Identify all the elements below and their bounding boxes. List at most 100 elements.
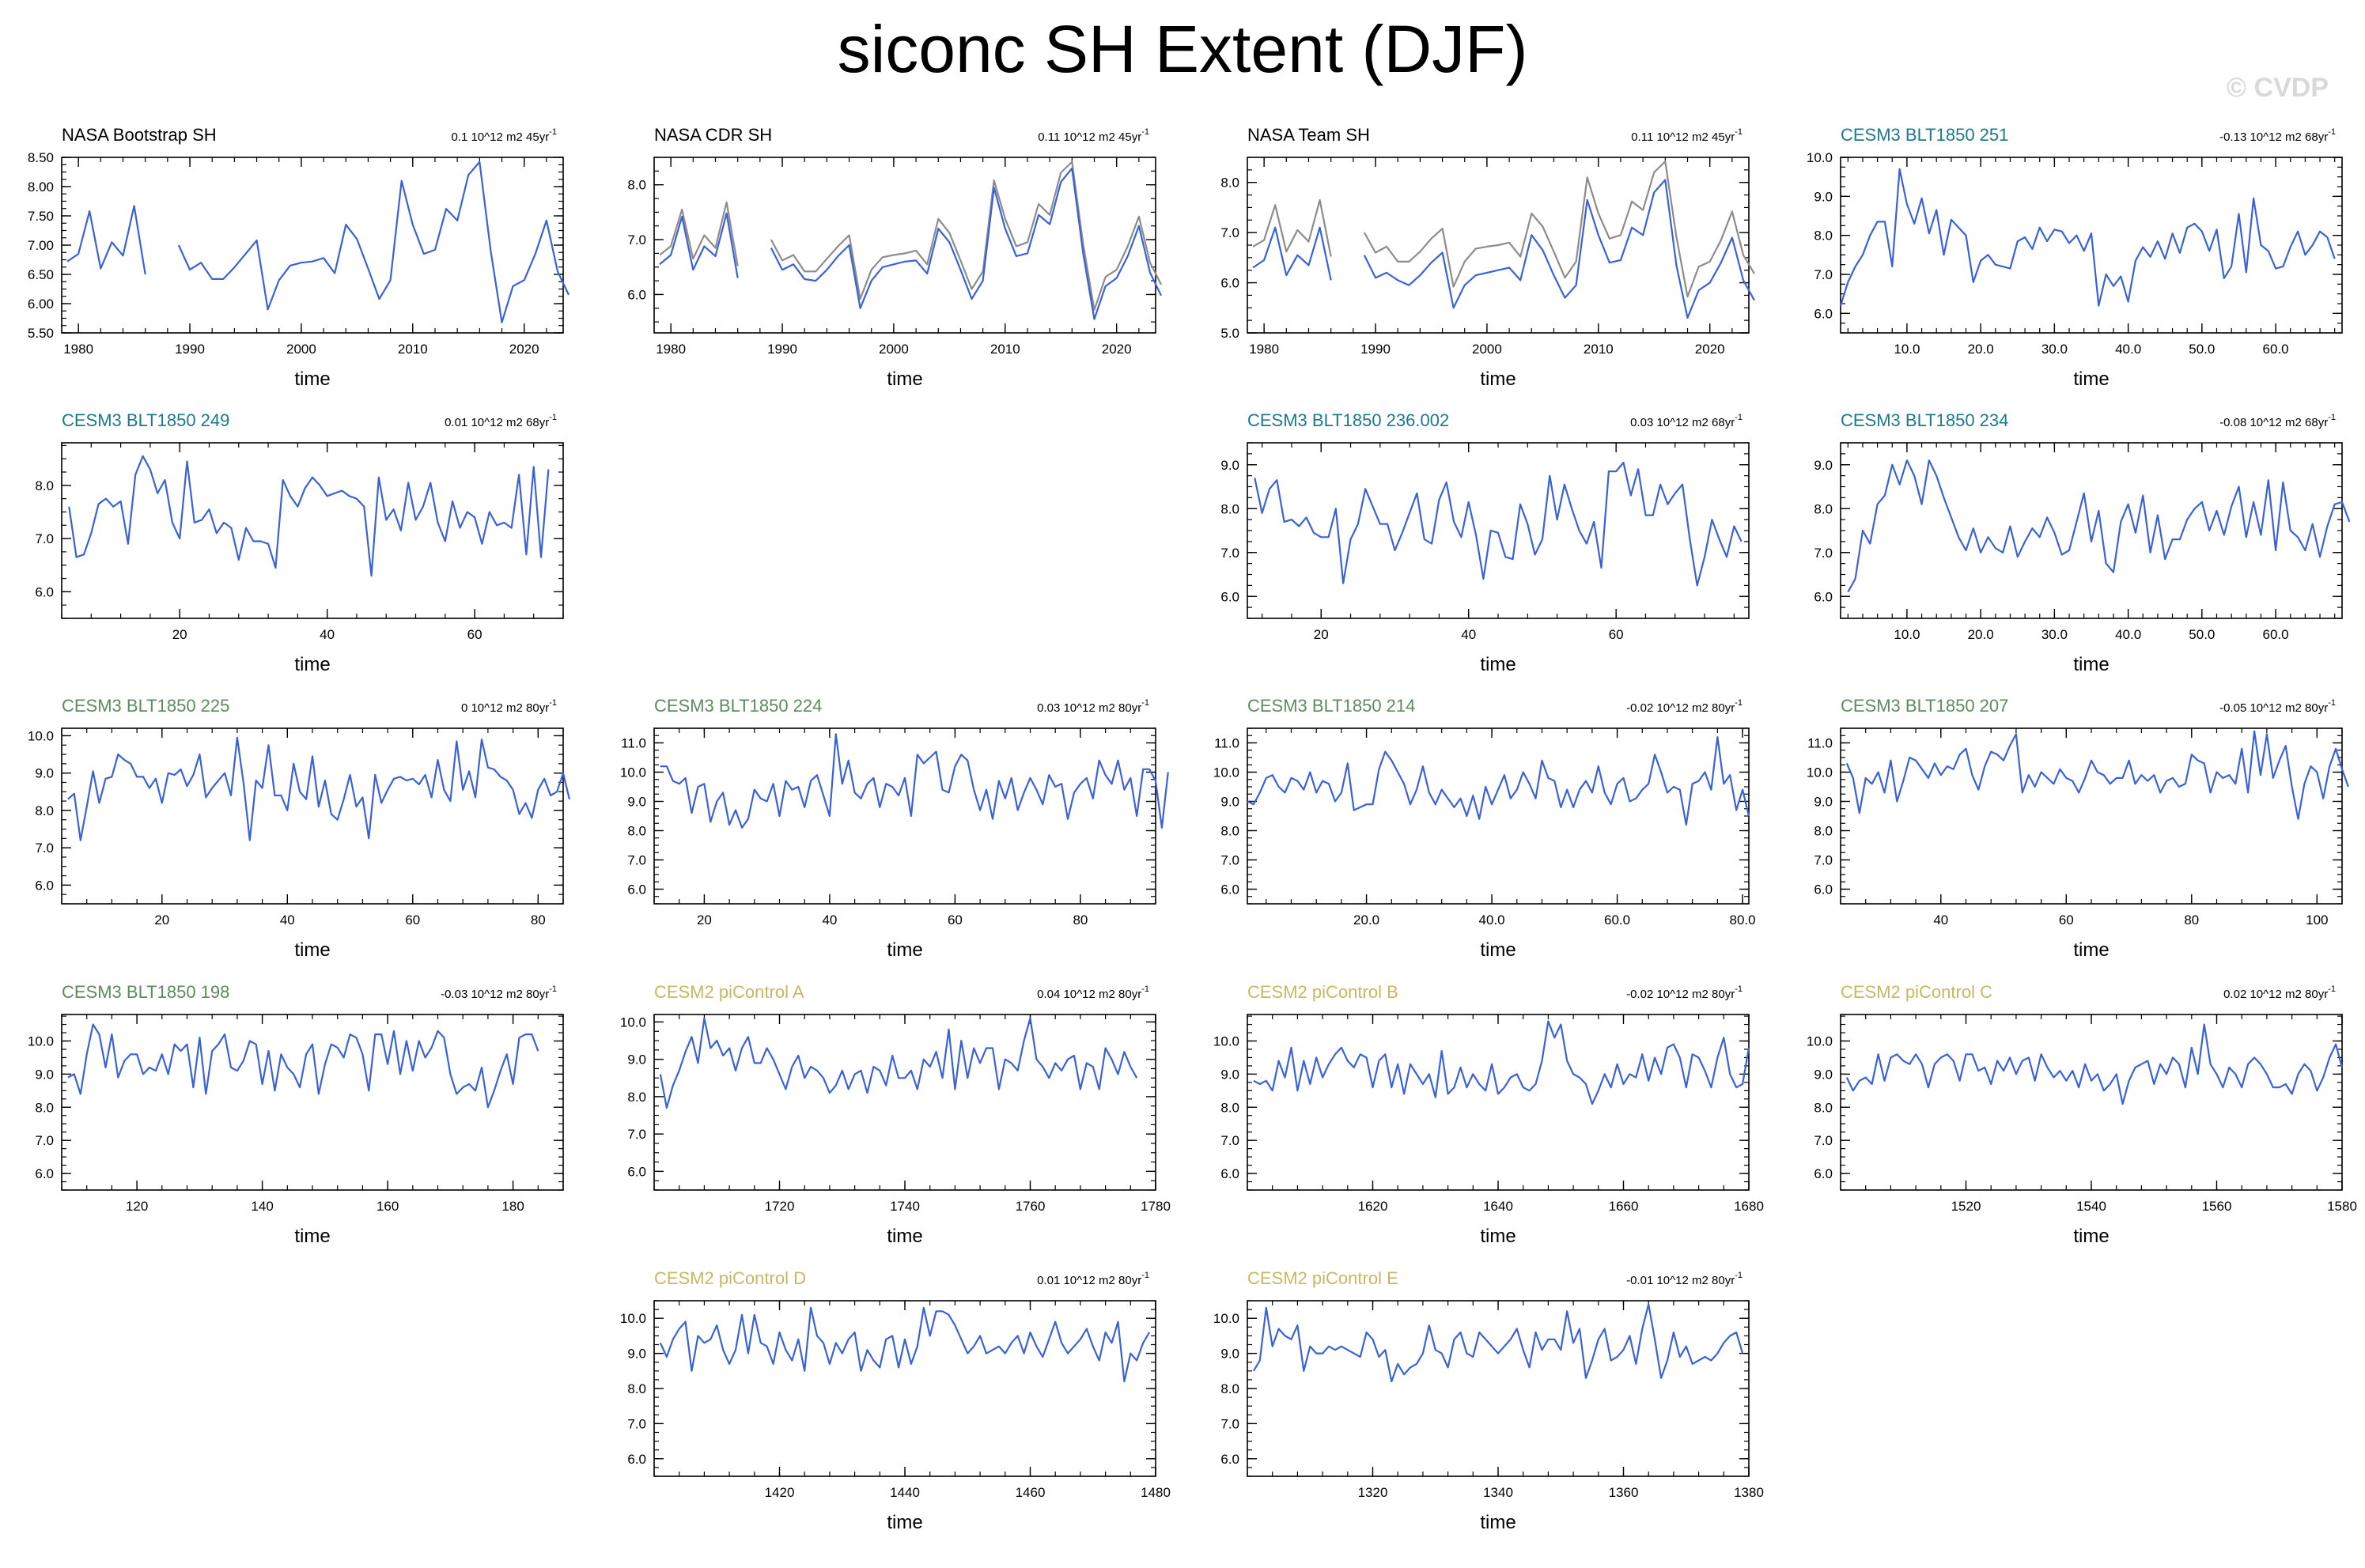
y-tick-label: 9.0 (1814, 1067, 1833, 1082)
panel-title: CESM2 piControl C (1841, 982, 1992, 1002)
plot-frame (1247, 727, 1750, 905)
x-axis-label: time (1480, 1226, 1515, 1247)
x-tick-label: 1560 (2202, 1199, 2232, 1214)
x-tick-label: 1720 (765, 1199, 795, 1214)
y-tick-label: 9.0 (1814, 458, 1833, 473)
x-axis-label: time (2073, 654, 2109, 675)
x-tick-label: 1760 (1016, 1199, 1046, 1214)
x-tick-label: 60 (467, 627, 482, 642)
y-tick-label: 11.0 (621, 736, 646, 751)
x-tick-label: 40.0 (2115, 342, 2141, 357)
trend-label: 0.01 10^12 m2 68yr-1 (445, 413, 557, 429)
x-tick-label: 1740 (890, 1199, 920, 1214)
y-tick-label: 8.0 (1814, 1100, 1833, 1115)
plot-frame (653, 157, 1156, 334)
x-tick-label: 30.0 (2041, 627, 2068, 642)
y-tick-label: 6.0 (1220, 1452, 1239, 1467)
trend-exponent: -1 (549, 127, 557, 137)
y-tick-label: 7.0 (1814, 1133, 1833, 1148)
x-tick-label: 20.0 (1353, 912, 1379, 928)
plot-frame (1247, 442, 1750, 619)
series-line (1252, 179, 1755, 319)
y-tick-label: 7.0 (35, 531, 54, 546)
series-line (659, 1306, 1151, 1383)
x-tick-label: 180 (501, 1199, 524, 1214)
trend-label: 0.1 10^12 m2 45yr-1 (451, 127, 557, 144)
y-tick-label: 8.0 (1220, 1381, 1239, 1396)
x-tick-label: 60 (2059, 912, 2074, 928)
y-tick-label: 7.0 (35, 1133, 54, 1148)
plot-frame (1840, 442, 2343, 619)
y-tick-label: 7.0 (1220, 225, 1239, 240)
y-tick-label: 10.0 (28, 1034, 54, 1049)
x-tick-label: 20 (172, 627, 187, 642)
series-line (68, 455, 550, 577)
y-tick-label: 8.0 (627, 1381, 646, 1396)
y-tick-label: 9.0 (35, 766, 54, 781)
series-line (1252, 1303, 1744, 1383)
y-tick-label: 8.0 (1220, 824, 1239, 839)
x-tick-label: 40 (280, 912, 295, 928)
trend-label: 0.03 10^12 m2 80yr-1 (1037, 698, 1149, 715)
y-tick-label: 11.0 (1214, 736, 1239, 751)
series-line (1845, 1023, 2344, 1105)
trend-exponent: -1 (549, 984, 557, 994)
trend-label: 0.04 10^12 m2 80yr-1 (1037, 984, 1149, 1001)
x-tick-label: 100 (2306, 912, 2328, 928)
figure-title: siconc SH Extent (DJF) (837, 12, 1528, 86)
y-tick-label: 10.0 (1213, 1311, 1239, 1326)
x-tick-label: 2020 (1102, 342, 1132, 357)
x-tick-label: 40 (822, 912, 837, 928)
x-tick-label: 20.0 (1968, 342, 1994, 357)
trend-exponent: -1 (1141, 984, 1149, 994)
x-tick-label: 1990 (175, 342, 205, 357)
y-tick-label: 7.00 (28, 238, 54, 253)
trend-exponent: -1 (1735, 413, 1743, 422)
y-tick-label: 6.0 (1220, 1166, 1239, 1181)
y-tick-label: 6.0 (627, 1164, 646, 1179)
trend-label: 0 10^12 m2 80yr-1 (461, 698, 557, 715)
panel-title: NASA CDR SH (654, 125, 772, 145)
trend-label: -0.03 10^12 m2 80yr-1 (441, 984, 557, 1001)
x-tick-label: 80 (2184, 912, 2199, 928)
y-tick-label: 7.0 (1814, 853, 1833, 868)
x-tick-label: 1990 (767, 342, 797, 357)
y-tick-label: 6.50 (28, 267, 54, 282)
panel-title: CESM2 piControl A (654, 982, 804, 1002)
y-tick-label: 8.0 (1814, 229, 1833, 244)
x-axis-label: time (1480, 939, 1515, 961)
x-axis-label: time (1480, 654, 1515, 675)
x-tick-label: 60.0 (2263, 342, 2289, 357)
x-tick-label: 2020 (509, 342, 539, 357)
reference-series-line (659, 161, 1162, 311)
trend-exponent: -1 (1141, 127, 1149, 137)
y-tick-label: 7.0 (1220, 1416, 1239, 1431)
x-tick-label: 1660 (1609, 1199, 1639, 1214)
y-tick-label: 10.0 (1807, 150, 1833, 165)
y-tick-label: 10.0 (620, 1014, 646, 1030)
x-tick-label: 1980 (656, 342, 686, 357)
x-tick-label: 2010 (398, 342, 428, 357)
series-line (67, 736, 570, 841)
x-tick-label: 20 (154, 912, 169, 928)
trend-exponent: -1 (2328, 127, 2336, 137)
chart-panel-p17: 1320 1340 1360 1380 6.0 7.0 8.0 9.0 10.0 CESM2 pi… (1213, 1268, 1764, 1533)
panel-title: CESM3 BLT1850 207 (1841, 696, 2008, 716)
trend-exponent: -1 (549, 413, 557, 422)
y-tick-label: 6.0 (35, 878, 54, 893)
x-axis-label: time (1480, 368, 1515, 390)
series-line (1254, 461, 1743, 587)
x-tick-label: 1480 (1141, 1485, 1171, 1500)
x-axis-label: time (2073, 1226, 2109, 1247)
chart-panel-p15: 1520 1540 1560 1580 6.0 7.0 8.0 9.0 10.0 CESM2 pi… (1807, 982, 2357, 1247)
x-tick-label: 50.0 (2189, 342, 2215, 357)
chart-panel-p4: 10.0 20.0 30.0 40.0 50.0 60.0 6.0 7.0 8.0 9.0 10.0… (1807, 125, 2343, 390)
plot-frame (1840, 1014, 2343, 1191)
y-tick-label: 10.0 (620, 1311, 646, 1326)
y-tick-label: 6.00 (28, 297, 54, 312)
x-tick-label: 1360 (1609, 1485, 1639, 1500)
x-axis-label: time (294, 654, 330, 675)
y-tick-label: 7.0 (627, 1127, 646, 1142)
chart-panel-p6: 20 40 60 6.0 7.0 8.0 9.0 CESM3 BLT1850 236.002 0… (1220, 410, 1750, 675)
trend-exponent: -1 (549, 698, 557, 708)
